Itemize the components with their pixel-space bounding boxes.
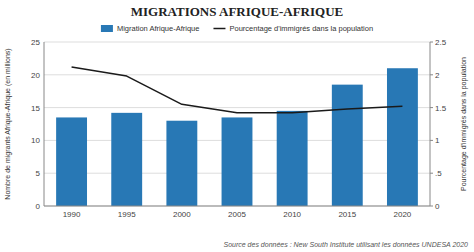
legend: Migration Afrique-Afrique Pourcentage d'i… xyxy=(101,24,373,33)
y-tick-label: 10 xyxy=(31,136,40,145)
y2-axis xyxy=(430,42,431,206)
grid-line xyxy=(44,206,430,207)
marks xyxy=(56,67,418,206)
bar xyxy=(56,117,87,206)
chart-svg: MIGRATIONS AFRIQUE-AFRIQUE 0 5 10 15 20 25 0 .5 1… xyxy=(0,0,474,252)
y-tick-label: 15 xyxy=(31,104,40,113)
x-tick-label: 1990 xyxy=(63,210,81,219)
y-tick-label: 25 xyxy=(31,38,40,47)
y2-tick-label: 0 xyxy=(435,202,440,211)
bar xyxy=(111,113,142,206)
y2-tick-label: 1 xyxy=(435,136,440,145)
bar xyxy=(222,117,253,206)
x-tick-label: 2005 xyxy=(228,210,246,219)
y2-tick-label: 2 xyxy=(435,71,440,80)
x-tick-label: 2010 xyxy=(283,210,301,219)
line xyxy=(72,67,403,113)
x-tick-label: 2020 xyxy=(394,210,412,219)
legend-item: Migration Afrique-Afrique xyxy=(101,24,200,33)
grid-line xyxy=(44,42,430,43)
bar xyxy=(166,121,197,206)
y-tick-label: 20 xyxy=(31,71,40,80)
y-axis xyxy=(44,42,45,206)
x-axis xyxy=(44,206,430,207)
source-note: Source des données : New South Institute… xyxy=(224,241,469,248)
grid-line xyxy=(44,74,430,75)
y-tick-label: 0 xyxy=(36,202,41,211)
title: MIGRATIONS AFRIQUE-AFRIQUE xyxy=(131,4,343,19)
bar xyxy=(332,85,363,206)
legend-swatch xyxy=(213,28,225,30)
bar xyxy=(277,111,308,206)
x-tick-label: 2015 xyxy=(338,210,356,219)
bar xyxy=(387,68,418,206)
y2-axis-label: Pourcentage d'immigrés dans la populatio… xyxy=(460,57,468,191)
legend-label: Pourcentage d'immigrés dans la populatio… xyxy=(229,24,373,33)
x-tick-label: 1995 xyxy=(118,210,136,219)
x-tick-label: 2000 xyxy=(173,210,191,219)
grid xyxy=(44,42,430,206)
legend-label: Migration Afrique-Afrique xyxy=(117,24,200,33)
chart-container: MIGRATIONS AFRIQUE-AFRIQUE 0 5 10 15 20 25 0 .5 1… xyxy=(0,0,474,252)
legend-swatch xyxy=(101,25,113,32)
y2-tick-label: 1.5 xyxy=(435,104,447,113)
y-tick-label: 5 xyxy=(36,169,41,178)
y2-tick-label: 2.5 xyxy=(435,38,447,47)
y-axis-label: Nombre de migrants Afrique-Afrique (en m… xyxy=(4,48,12,199)
legend-item: Pourcentage d'immigrés dans la populatio… xyxy=(213,24,373,33)
y2-tick-label: .5 xyxy=(435,169,442,178)
